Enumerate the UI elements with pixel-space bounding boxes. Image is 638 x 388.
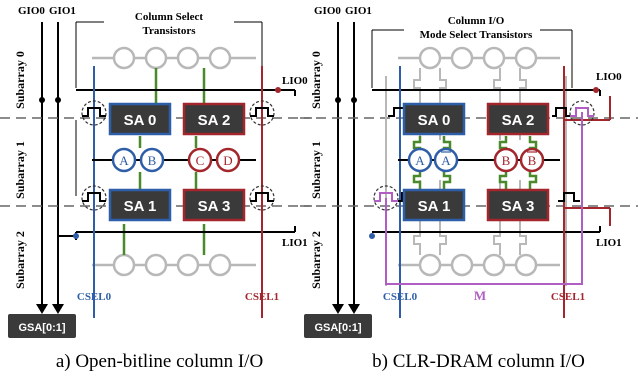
subarray-1-label: Subarray 1 (13, 141, 27, 199)
cell-b1-label-b: B (502, 153, 511, 168)
subarray-0-label-b: Subarray 0 (309, 51, 323, 109)
cell-c-label: C (196, 153, 205, 168)
sa1-label: SA 1 (124, 198, 157, 215)
sa2-box-b (486, 102, 550, 136)
gio1-label-b: GIO1 (345, 5, 372, 17)
sa0-box-b (402, 102, 466, 136)
sa3-box-b (486, 188, 550, 222)
cell-d (215, 147, 241, 173)
csel0-label: CSEL0 (77, 291, 112, 303)
cell-d-label: D (223, 153, 232, 168)
sa2-label: SA 2 (198, 112, 231, 129)
cell-a1-label-b: A (415, 153, 425, 168)
gio0-arrow (36, 304, 48, 314)
top-cell-row (92, 46, 256, 70)
sa3-label-b: SA 3 (502, 198, 535, 215)
sa0-label-b: SA 0 (418, 112, 451, 129)
cell-b2-b (519, 147, 545, 173)
cell-b1-b (493, 147, 519, 173)
cell-b-label: B (148, 153, 157, 168)
sa2-label-b: SA 2 (502, 112, 535, 129)
lio1-label: LIO1 (282, 237, 308, 249)
sa0-label: SA 0 (124, 112, 157, 129)
panel-b: GIO0 GIO1 Column I/O Mode Select Transis… (300, 5, 638, 338)
m-line (385, 112, 583, 285)
gsa-label: GSA[0:1] (18, 322, 65, 334)
title-line2: Transistors (143, 25, 197, 37)
gsa-box (8, 314, 76, 338)
lio1-label-b: LIO1 (596, 237, 622, 249)
cell-a1-b (407, 147, 433, 173)
cell-a-label: A (119, 153, 129, 168)
gsa-box-b (304, 314, 372, 338)
subarray-2-label-b: Subarray 2 (309, 231, 323, 289)
csel0-label-b: CSEL0 (383, 291, 418, 303)
gsa-label-b: GSA[0:1] (314, 322, 361, 334)
sa3-box (182, 188, 246, 222)
title-line1: Column Select (135, 11, 203, 23)
caption-b: b) CLR-DRAM column I/O (372, 351, 585, 372)
title-line1-b: Column I/O (448, 15, 505, 27)
gio1-label: GIO1 (49, 5, 76, 17)
cell-a2-label-b: A (441, 153, 451, 168)
subarray-0-label: Subarray 0 (13, 51, 27, 109)
panel-a: GIO0 GIO1 Column Select Transistors Suba… (0, 5, 312, 338)
sa1-box-b (402, 188, 466, 222)
cell-b2-label-b: B (528, 153, 537, 168)
cell-a2-b (433, 147, 459, 173)
caption-a: a) Open-bitline column I/O (55, 351, 264, 372)
cell-c (187, 147, 213, 173)
m-label: M (474, 288, 486, 303)
lio0-label: LIO0 (282, 75, 308, 87)
mode-select-transistors (385, 68, 567, 286)
sa3-label: SA 3 (198, 198, 231, 215)
csel1-label-b: CSEL1 (551, 291, 585, 303)
lio0-label-b: LIO0 (596, 71, 622, 83)
sa0-box (108, 102, 172, 136)
gio1-arrow (52, 304, 64, 314)
sa2-box (182, 102, 246, 136)
gio0-label-b: GIO0 (314, 5, 341, 17)
cell-a (111, 147, 137, 173)
bottom-cell-row (92, 253, 256, 277)
cell-b (139, 147, 165, 173)
sa1-box (108, 188, 172, 222)
gio0-label: GIO0 (18, 5, 45, 17)
sa1-label-b: SA 1 (418, 198, 451, 215)
subarray-2-label: Subarray 2 (13, 231, 27, 289)
title-line2-b: Mode Select Transistors (420, 29, 533, 41)
subarray-1-label-b: Subarray 1 (309, 141, 323, 199)
csel1-label: CSEL1 (245, 291, 279, 303)
column-select-transistors (81, 100, 275, 211)
